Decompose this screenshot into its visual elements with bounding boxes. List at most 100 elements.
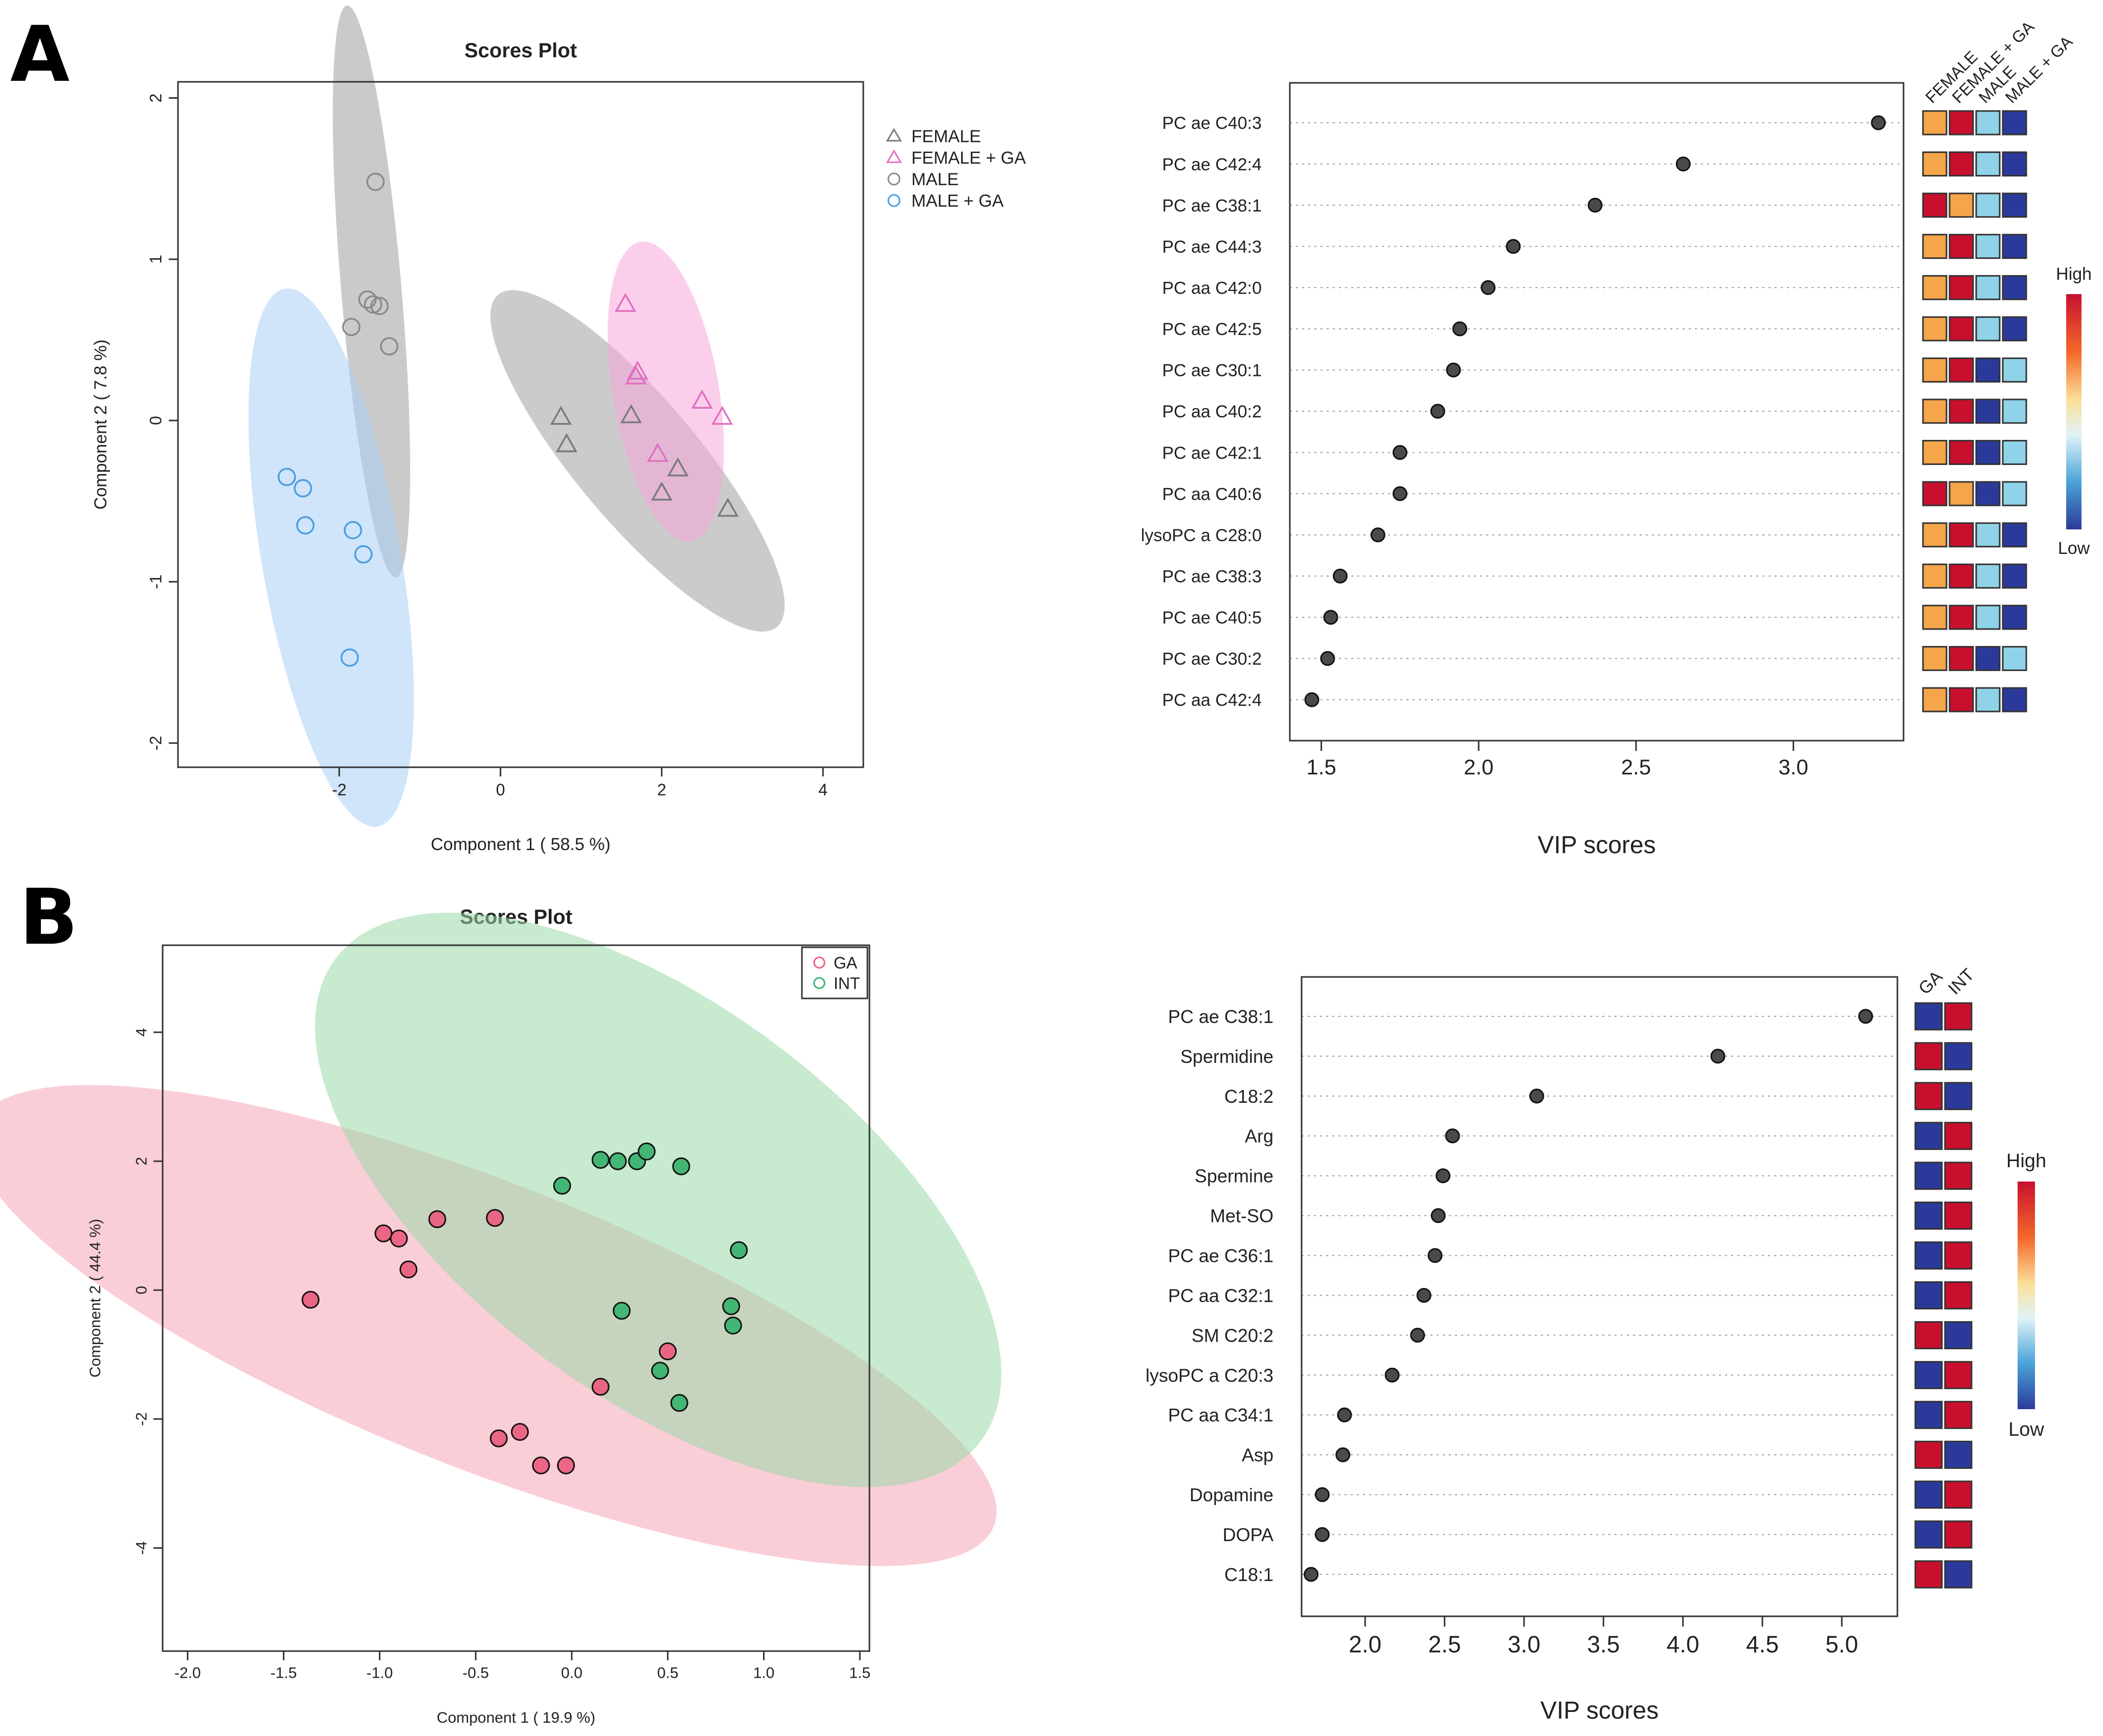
- x-axis-label: Component 1 ( 58.5 %): [431, 835, 611, 854]
- heatmap-cell: [1949, 605, 1974, 630]
- vip-dot: [1529, 1088, 1545, 1104]
- data-point: [555, 433, 577, 453]
- category-label: PC ae C38:1: [1162, 196, 1262, 215]
- category-label: PC ae C40:5: [1162, 608, 1262, 628]
- category-label: DOPA: [1223, 1524, 1273, 1545]
- y-tick-label: 0: [147, 416, 165, 425]
- x-tick-label: 1.5: [1306, 755, 1336, 779]
- vip-dot: [1314, 1527, 1330, 1542]
- y-axis-label: Component 2 ( 7.8 %): [91, 340, 110, 510]
- heatmap-cell: [1922, 605, 1948, 630]
- vip-dot: [1710, 1049, 1726, 1064]
- heatmap-cell: [1944, 1162, 1973, 1190]
- category-label: PC ae C30:2: [1162, 650, 1262, 669]
- data-point: [591, 1377, 610, 1396]
- heatmap-cell: [2002, 687, 2027, 713]
- vip-dot: [1384, 1367, 1400, 1383]
- x-tick-label: -2.0: [174, 1665, 201, 1682]
- data-point: [366, 172, 385, 191]
- heatmap-cell: [1949, 522, 1974, 548]
- heatmap-cell: [1975, 563, 2001, 589]
- category-label: PC ae C38:3: [1162, 567, 1262, 587]
- heatmap-cell: [1949, 151, 1974, 177]
- heatmap-cell: [1949, 275, 1974, 300]
- vip-dot: [1332, 568, 1348, 584]
- x-axis-label: Component 1 ( 19.9 %): [437, 1709, 595, 1726]
- data-point: [380, 337, 398, 355]
- x-tick-label: 0.5: [657, 1665, 679, 1682]
- category-label: PC aa C40:2: [1162, 402, 1262, 421]
- confidence-ellipse-3: [248, 288, 414, 827]
- heatmap-cell: [1975, 605, 2001, 630]
- x-tick-label: 3.0: [1508, 1631, 1540, 1658]
- data-point: [722, 1297, 741, 1316]
- x-axis-label: VIP scores: [1540, 1697, 1659, 1724]
- heatmap-cell: [1975, 275, 2001, 300]
- heatmap-cell: [1949, 110, 1974, 136]
- data-point: [672, 1157, 690, 1175]
- heatmap-cell: [2002, 234, 2027, 259]
- heatmap-cell: [1922, 192, 1948, 218]
- data-point: [511, 1423, 529, 1441]
- y-tick-label: -2: [133, 1412, 150, 1426]
- confidence-ellipse-1: [608, 241, 724, 542]
- legend-marker: [887, 172, 901, 186]
- data-point: [651, 1362, 669, 1380]
- vip-dot: [1370, 527, 1385, 543]
- heatmap-cell: [1949, 192, 1974, 218]
- scores-plot-a: Scores Plot -2 0 2 4 -2 -1 0 1 2 Component 1 ( 58.…: [91, 5, 1026, 854]
- data-point: [667, 457, 689, 477]
- heatmap-cell: [1914, 1002, 1943, 1031]
- data-point: [717, 497, 739, 517]
- legend-label: MALE + GA: [911, 191, 1004, 211]
- heatmap-cell: [1922, 357, 1948, 383]
- heatmap-cell: [2002, 316, 2027, 342]
- data-point: [489, 1429, 508, 1448]
- heatmap-cell: [1914, 1241, 1943, 1270]
- data-point: [301, 1290, 320, 1309]
- heatmap-cell: [1922, 110, 1948, 136]
- y-axis-label: Component 2 ( 44.4 %): [87, 1219, 104, 1377]
- vip-dot: [1675, 157, 1691, 172]
- heatmap-cell: [1975, 646, 2001, 671]
- data-point: [614, 293, 636, 312]
- vip-dot: [1430, 1208, 1446, 1223]
- data-point: [637, 1142, 656, 1161]
- heatmap-cell: [2002, 398, 2027, 424]
- heatmap-cell: [1914, 1480, 1943, 1509]
- data-point: [340, 648, 359, 667]
- color-scale-high-label: High: [2056, 264, 2092, 284]
- vip-dot: [1304, 692, 1319, 707]
- data-point: [342, 318, 361, 337]
- category-label: PC ae C36:1: [1168, 1245, 1273, 1266]
- vip-dot: [1335, 1447, 1351, 1462]
- data-point: [711, 406, 733, 425]
- heatmap-cell: [1944, 1321, 1973, 1349]
- vip-dot: [1587, 197, 1603, 213]
- category-label: Arg: [1245, 1126, 1273, 1147]
- heatmap-cell: [1949, 440, 1974, 465]
- heatmap-cell: [1975, 357, 2001, 383]
- panel-letter-a: A: [10, 10, 70, 99]
- vip-dot: [1320, 651, 1335, 666]
- data-point: [651, 481, 673, 501]
- category-label: Met-SO: [1210, 1206, 1273, 1227]
- data-point: [625, 365, 647, 385]
- x-tick-label: 1.0: [753, 1665, 775, 1682]
- heatmap-column-header: INT: [1944, 965, 1978, 998]
- x-tick-label: 0: [496, 781, 505, 799]
- heatmap-cell: [1922, 481, 1948, 506]
- data-point: [532, 1456, 550, 1475]
- vip-dot: [1858, 1009, 1873, 1024]
- data-point: [627, 360, 648, 380]
- data-point: [646, 442, 669, 462]
- data-point: [659, 1342, 677, 1361]
- vip-dot: [1427, 1248, 1443, 1263]
- color-scale-bar: [2018, 1182, 2035, 1409]
- heatmap-cell: [1975, 522, 2001, 548]
- heatmap-cell: [1914, 1042, 1943, 1071]
- category-label: C18:2: [1224, 1086, 1273, 1107]
- heatmap-cell: [1944, 1560, 1973, 1589]
- category-label: PC ae C44:3: [1162, 237, 1262, 257]
- vip-plot-a: PC ae C40:3 PC ae C42:4 PC ae C38:1 PC ae C…: [1141, 17, 2092, 859]
